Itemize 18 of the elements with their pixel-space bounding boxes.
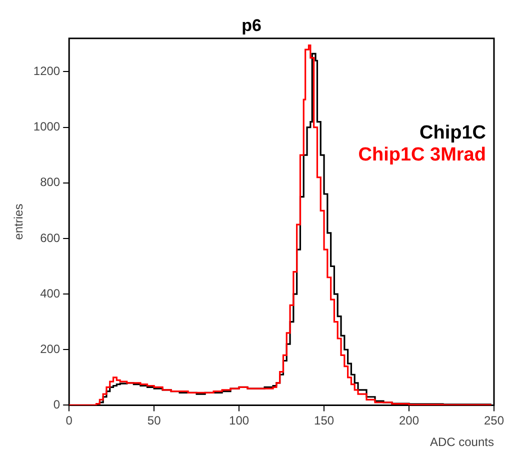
y-tick-label: 1200 bbox=[33, 64, 60, 78]
x-tick-label: 100 bbox=[229, 414, 250, 428]
text: Chip1C 3Mrad bbox=[358, 144, 486, 166]
x-axis-title: ADC counts bbox=[430, 435, 494, 450]
x-tick-label: 0 bbox=[66, 414, 73, 428]
y-tick-label: 400 bbox=[40, 286, 60, 300]
text: Chip1C bbox=[419, 122, 486, 144]
y-tick-label: 0 bbox=[53, 398, 60, 412]
y-tick-label: 1000 bbox=[33, 120, 60, 134]
y-tick-label: 600 bbox=[40, 230, 60, 245]
chart-title: p6 bbox=[242, 16, 262, 35]
x-tick-label: 250 bbox=[484, 414, 504, 428]
x-tick-label: 200 bbox=[398, 414, 420, 428]
x-tick-label: 50 bbox=[147, 414, 162, 428]
y-tick-label: 200 bbox=[40, 342, 60, 356]
y-tick-label: 800 bbox=[40, 175, 60, 190]
y-axis-title: entries bbox=[12, 204, 26, 240]
x-tick-label: 150 bbox=[314, 414, 334, 428]
